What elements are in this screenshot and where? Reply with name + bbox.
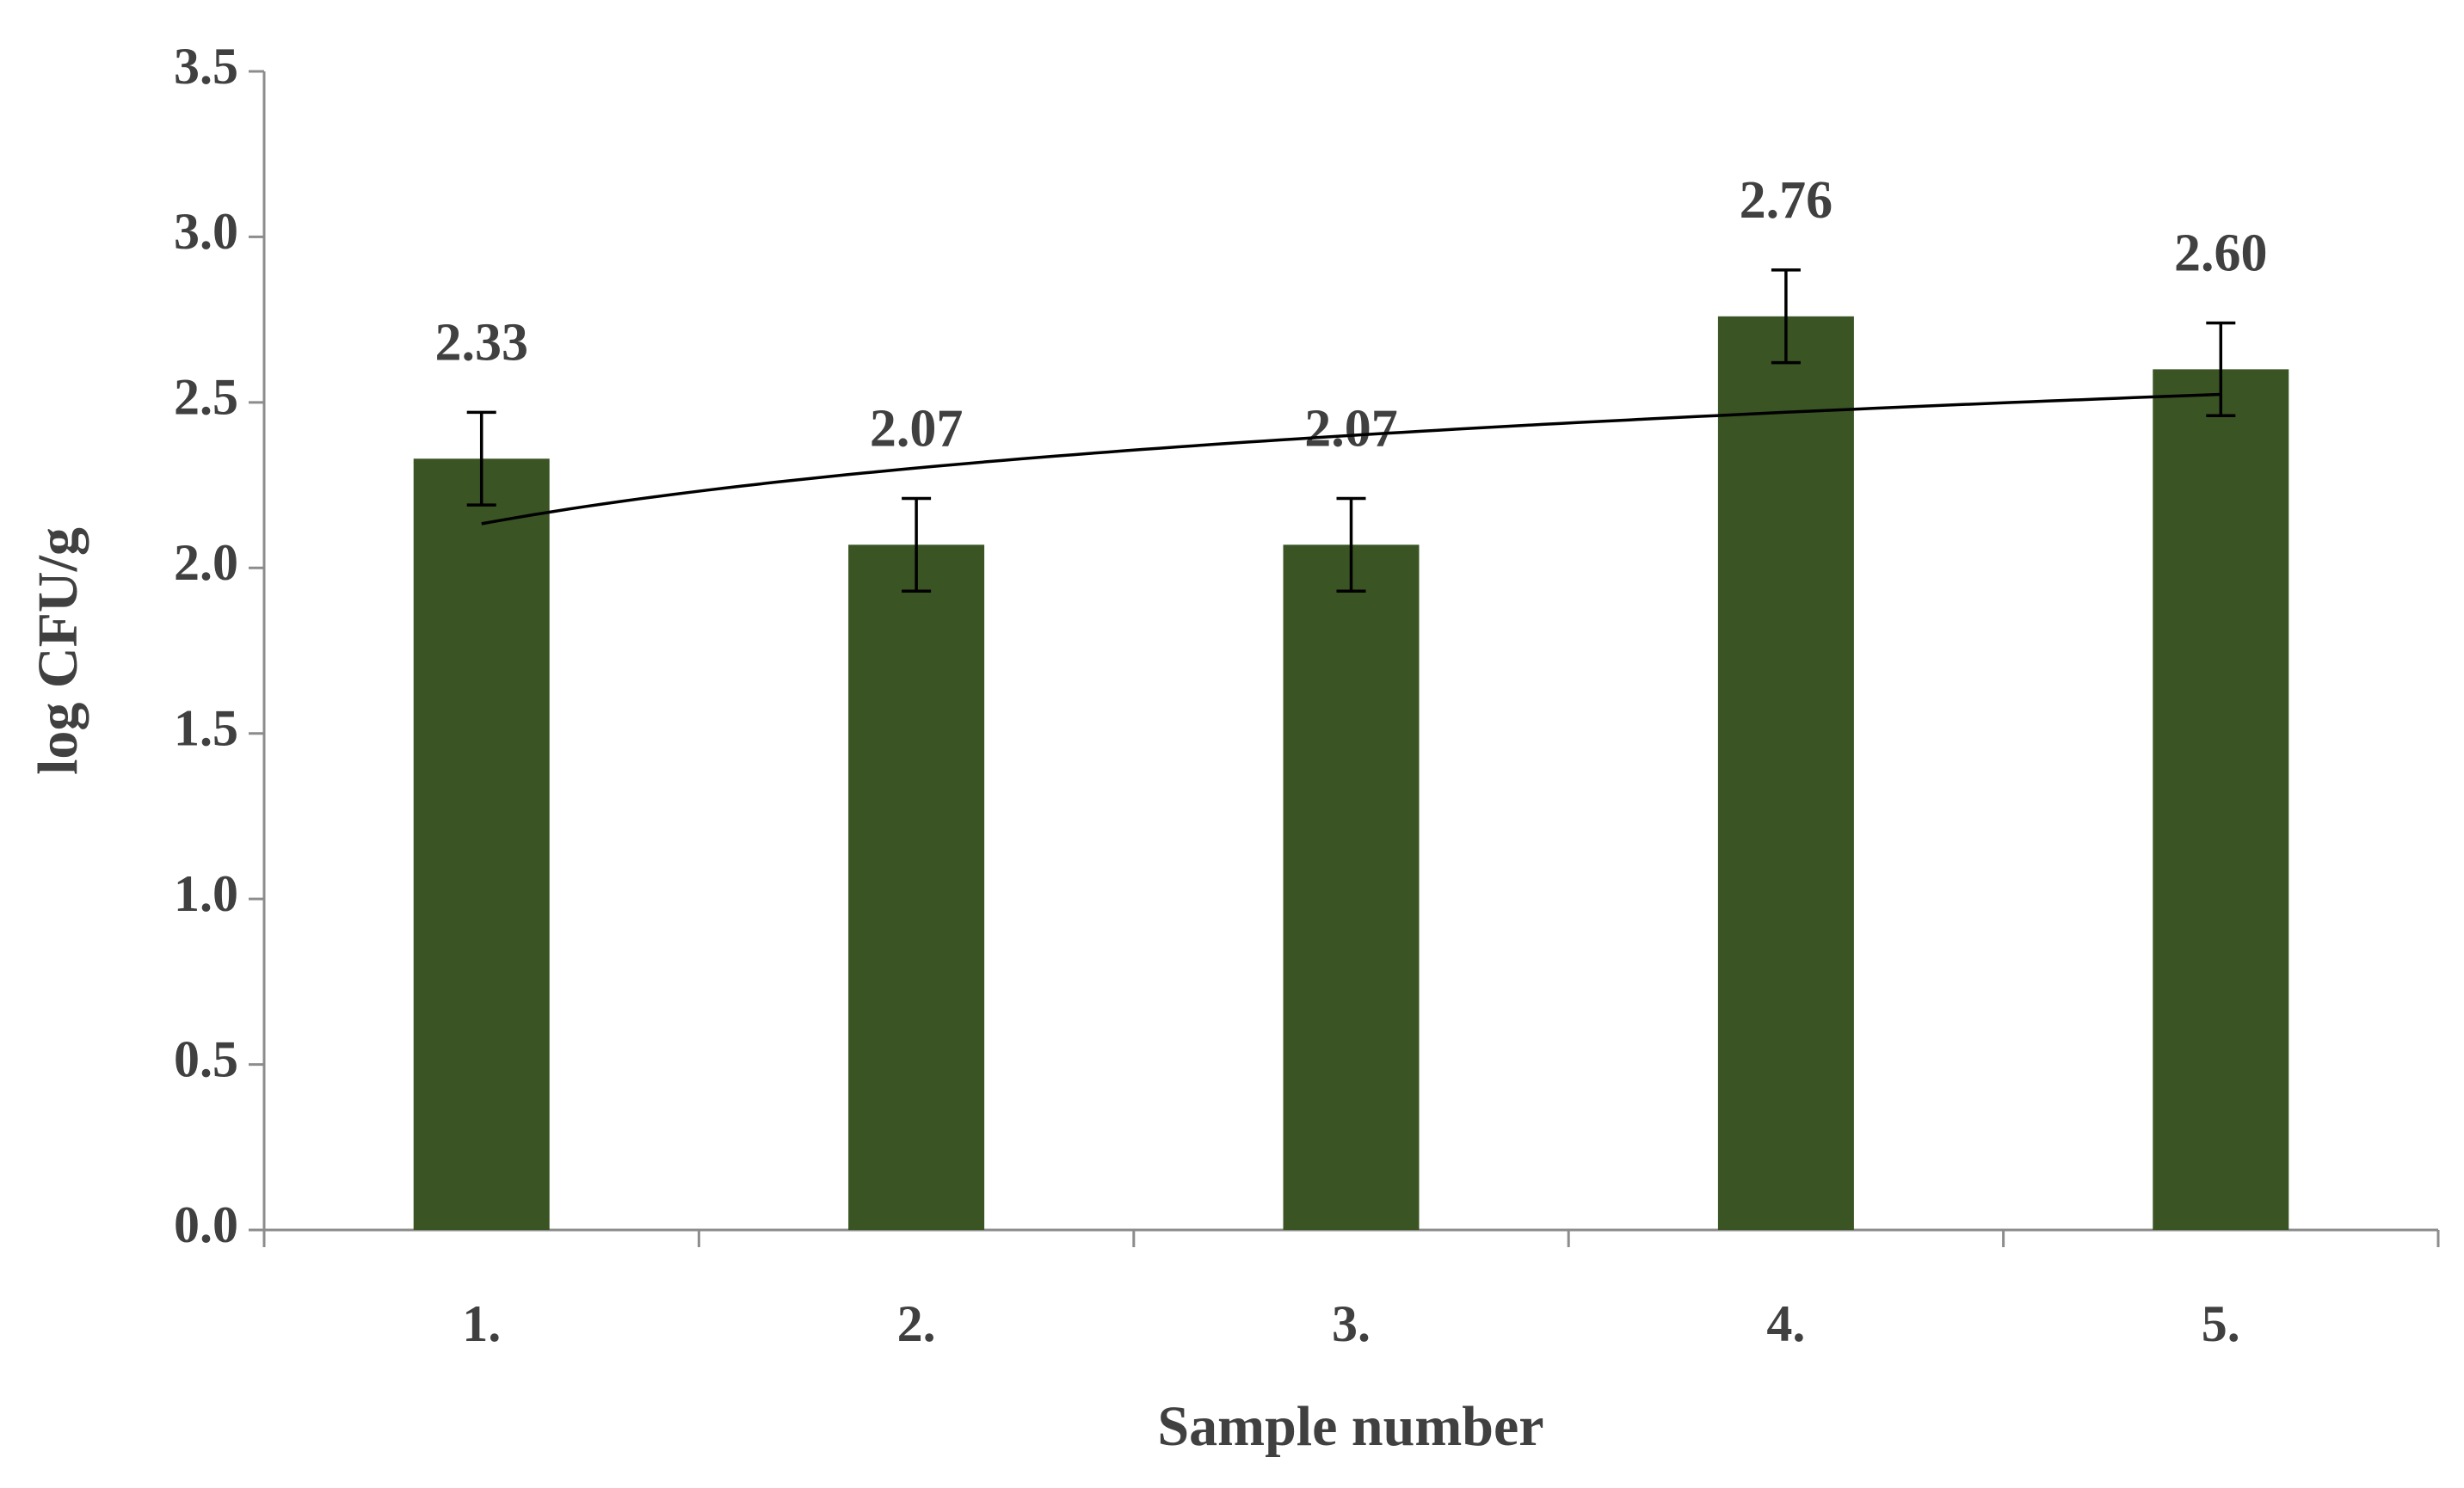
trendline [481,392,2221,526]
x-tick-label: 1. [462,1295,501,1352]
error-bar [2206,321,2236,418]
error-bar [902,496,932,593]
y-tick-label: 1.0 [174,865,238,922]
x-tick-label: 3. [1332,1295,1371,1352]
value-label: 2.33 [434,314,528,372]
x-tick-label: 4. [1766,1295,1805,1352]
bar [2153,369,2289,1230]
value-label: 2.76 [1740,171,1833,230]
value-label: 2.07 [1304,400,1398,458]
bar [1283,544,1420,1230]
y-tick-label: 2.5 [174,369,238,426]
y-tick-label: 0.5 [174,1030,238,1087]
error-bar [1336,496,1366,593]
x-tick-label: 5. [2202,1295,2240,1352]
bar [413,458,550,1230]
y-tick-label: 0.0 [174,1196,238,1253]
y-axis-title: log CFU/g [27,527,89,775]
value-label: 2.07 [870,400,964,458]
error-bar [466,410,496,507]
x-tick-label: 2. [897,1295,936,1352]
value-label: 2.60 [2174,224,2268,283]
y-tick-label: 3.5 [174,38,238,95]
error-bar [1771,268,1801,365]
y-tick-label: 3.0 [174,203,238,260]
bar [1717,316,1854,1230]
bar [848,544,985,1230]
y-tick-label: 1.5 [174,699,238,756]
y-tick-label: 2.0 [174,534,238,591]
x-axis-title: Sample number [1157,1395,1543,1458]
